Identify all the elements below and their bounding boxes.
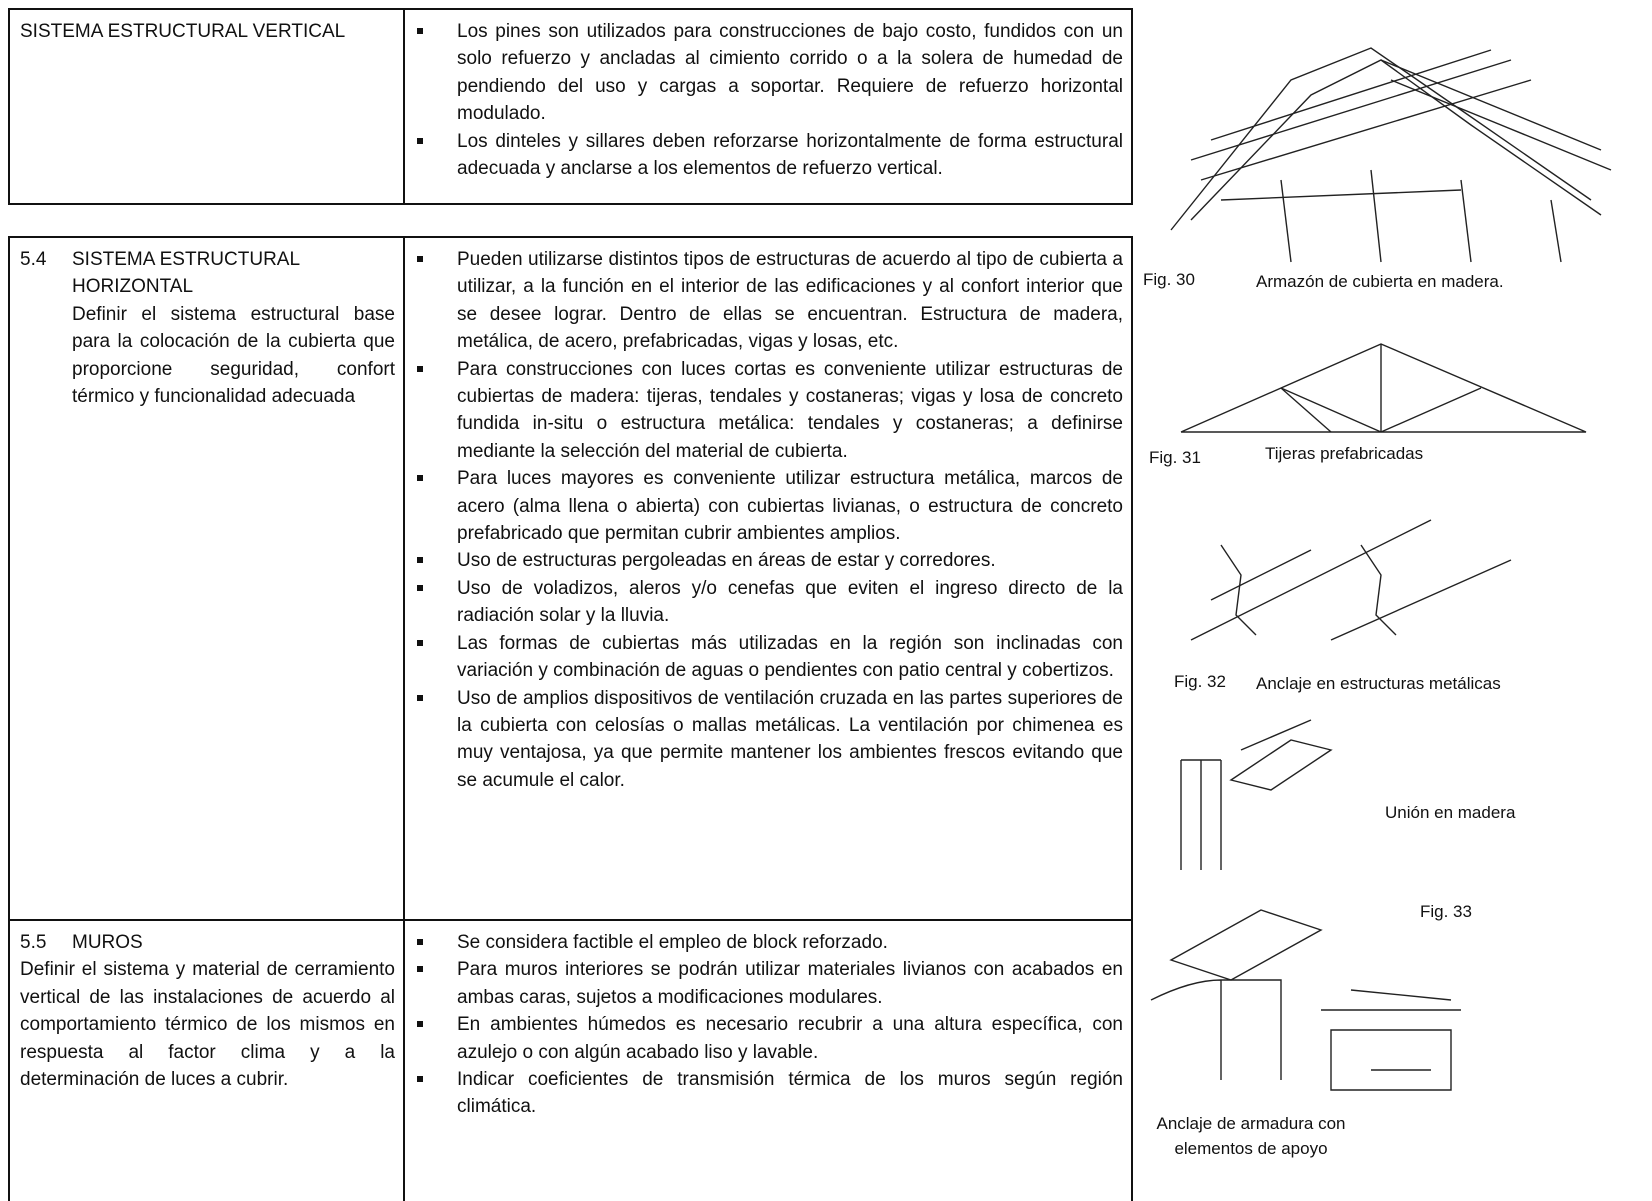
bullet-item: En ambientes húmedos es necesario recubr…: [405, 1011, 1131, 1066]
bullet-item: Para muros interiores se podrán utilizar…: [405, 956, 1131, 1011]
row-bullet-cell: Pueden utilizarse distintos tipos de est…: [403, 236, 1133, 921]
row-heading: 5.5 MUROS: [20, 929, 395, 956]
bullet-item: Uso de estructuras pergoleadas en áreas …: [405, 547, 1131, 574]
row-label-cell: SISTEMA ESTRUCTURAL VERTICAL: [8, 8, 405, 205]
figure-number: Fig. 31: [1149, 448, 1201, 467]
row-label: 5.4 SISTEMA ESTRUCTURAL HORIZONTAL Definir…: [10, 238, 403, 410]
figure-caption: Anclaje de armadura con elementos de apo…: [1156, 1114, 1346, 1158]
bullet-item: Los dinteles y sillares deben reforzarse…: [405, 128, 1131, 183]
figure-caption: Unión en madera: [1385, 803, 1516, 822]
bullet-item: Uso de amplios dispositivos de ventilaci…: [405, 685, 1131, 795]
bullet-item: Indicar coeficientes de transmisión térm…: [405, 1066, 1131, 1121]
bullet-item: Pueden utilizarse distintos tipos de est…: [405, 246, 1131, 356]
section-description: Definir el sistema y material de cerrami…: [20, 959, 395, 1091]
row-label: 5.5 MUROS Definir el sistema y material de…: [10, 921, 403, 1093]
section-description: Definir el sistema estructural base para…: [72, 303, 395, 408]
bullet-item: Para luces mayores es conveniente utiliz…: [405, 465, 1131, 547]
row-heading: SISTEMA ESTRUCTURAL VERTICAL: [20, 18, 395, 45]
bullet-item: Para construcciones con luces cortas es …: [405, 356, 1131, 466]
row-label-cell: 5.4 SISTEMA ESTRUCTURAL HORIZONTAL Definir…: [8, 236, 405, 921]
row-heading: 5.4 SISTEMA ESTRUCTURAL HORIZONTAL: [20, 246, 395, 301]
section-number: 5.5: [20, 932, 47, 953]
bullet-item: Uso de voladizos, aleros y/o cenefas que…: [405, 575, 1131, 630]
figure-number: Fig. 32: [1174, 672, 1226, 691]
bullet-list: Pueden utilizarse distintos tipos de est…: [405, 246, 1131, 794]
row-bullet-cell: Se considera factible el empleo de block…: [403, 919, 1133, 1201]
figure-number: Fig. 33: [1420, 902, 1472, 921]
figure-caption: Armazón de cubierta en madera.: [1256, 272, 1504, 291]
bullet-item: Se considera factible el empleo de block…: [405, 929, 1131, 956]
section-heading: SISTEMA ESTRUCTURAL HORIZONTAL: [72, 249, 300, 298]
section-heading: MUROS: [72, 932, 143, 953]
section-number: 5.4: [20, 249, 47, 270]
section-heading: SISTEMA ESTRUCTURAL VERTICAL: [20, 21, 346, 42]
figure-caption: Anclaje en estructuras metálicas: [1256, 674, 1501, 693]
support-anchor-sketch: [1150, 909, 1461, 1091]
figure-number: Fig. 30: [1143, 270, 1195, 289]
bullet-list: Se considera factible el empleo de block…: [405, 929, 1131, 1121]
bullet-item: Las formas de cubiertas más utilizadas e…: [405, 630, 1131, 685]
wood-joint-sketch: [1180, 719, 1333, 870]
row-label-cell: 5.5 MUROS Definir el sistema y material de…: [8, 919, 405, 1201]
roof-frame-sketch: [1170, 47, 1612, 263]
row-label: SISTEMA ESTRUCTURAL VERTICAL: [10, 10, 403, 45]
truss-sketch: [1180, 343, 1587, 433]
figure-caption: Tijeras prefabricadas: [1265, 444, 1424, 463]
bullet-list: Los pines son utilizados para construcci…: [405, 18, 1131, 182]
metal-anchor-sketch: [1190, 519, 1512, 641]
figure-sketches: [1150, 47, 1612, 1091]
row-bullet-cell: Los pines son utilizados para construcci…: [403, 8, 1133, 205]
bullet-item: Los pines son utilizados para construcci…: [405, 18, 1131, 128]
